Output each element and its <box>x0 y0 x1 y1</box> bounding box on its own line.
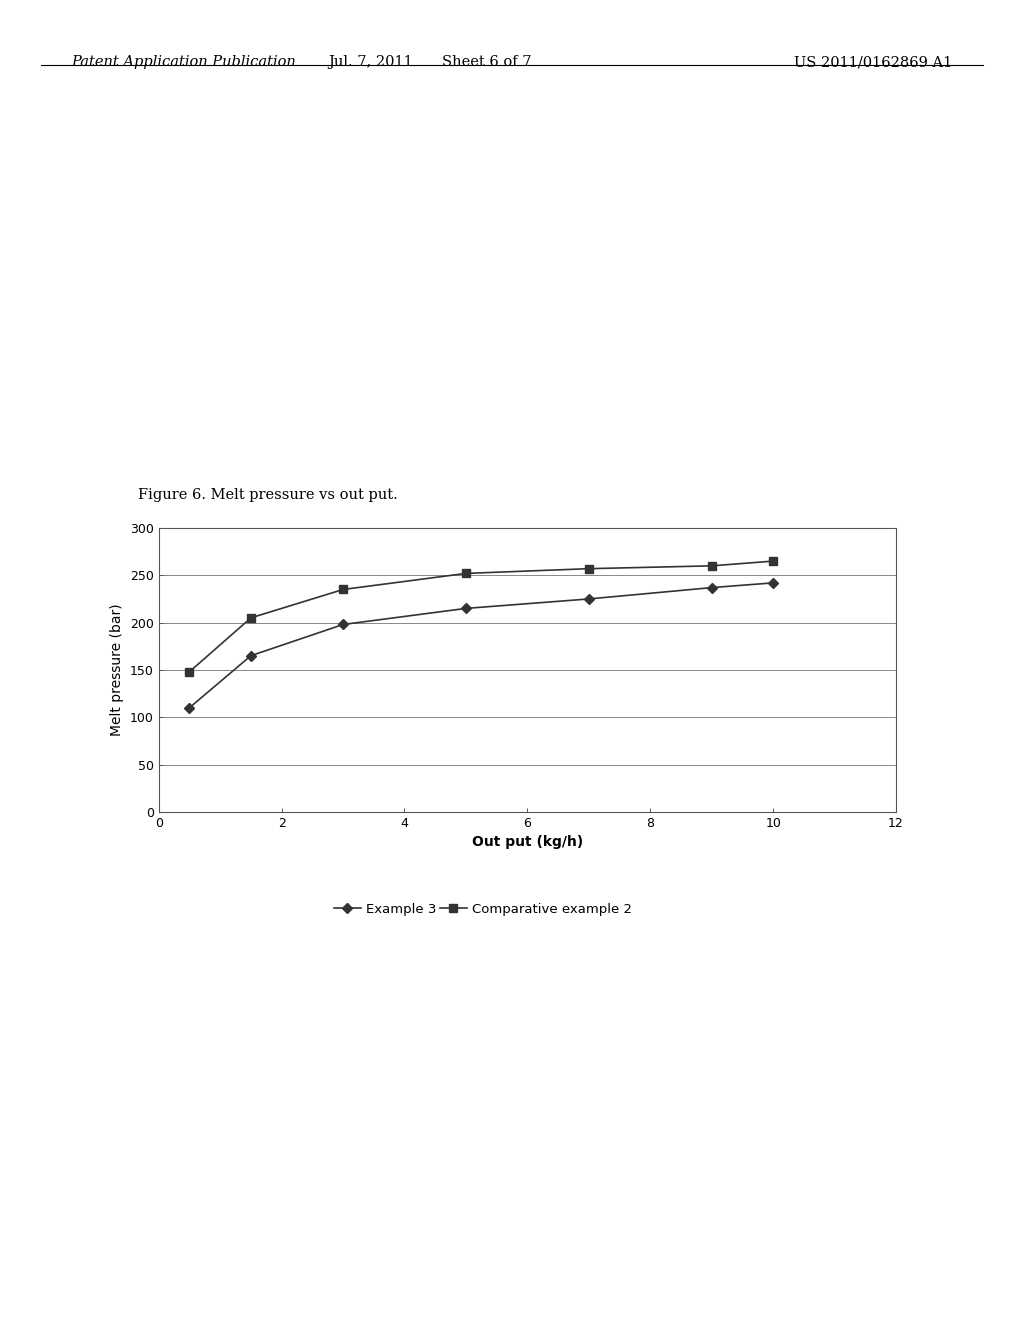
Example 3 <box>337 616 349 632</box>
Example 3 <box>583 591 595 607</box>
Comparative example 2 <box>583 561 595 577</box>
Line: Example 3: Example 3 <box>186 579 776 711</box>
Example 3 <box>183 700 196 715</box>
Legend: Example 3, Comparative example 2: Example 3, Comparative example 2 <box>329 898 637 921</box>
Text: Patent Application Publication: Patent Application Publication <box>72 55 296 70</box>
Example 3 <box>767 576 779 591</box>
Comparative example 2 <box>706 558 718 574</box>
X-axis label: Out put (kg/h): Out put (kg/h) <box>472 836 583 849</box>
Comparative example 2 <box>767 553 779 569</box>
Text: Figure 6. Melt pressure vs out put.: Figure 6. Melt pressure vs out put. <box>138 487 398 502</box>
Comparative example 2 <box>337 582 349 598</box>
Y-axis label: Melt pressure (bar): Melt pressure (bar) <box>111 603 125 737</box>
Comparative example 2 <box>460 565 472 581</box>
Comparative example 2 <box>245 610 257 626</box>
Text: US 2011/0162869 A1: US 2011/0162869 A1 <box>794 55 952 70</box>
Example 3 <box>245 648 257 664</box>
Text: Jul. 7, 2011  Sheet 6 of 7: Jul. 7, 2011 Sheet 6 of 7 <box>329 55 531 70</box>
Comparative example 2 <box>183 664 196 680</box>
Example 3 <box>460 601 472 616</box>
Line: Comparative example 2: Comparative example 2 <box>185 557 777 676</box>
Example 3 <box>706 579 718 595</box>
